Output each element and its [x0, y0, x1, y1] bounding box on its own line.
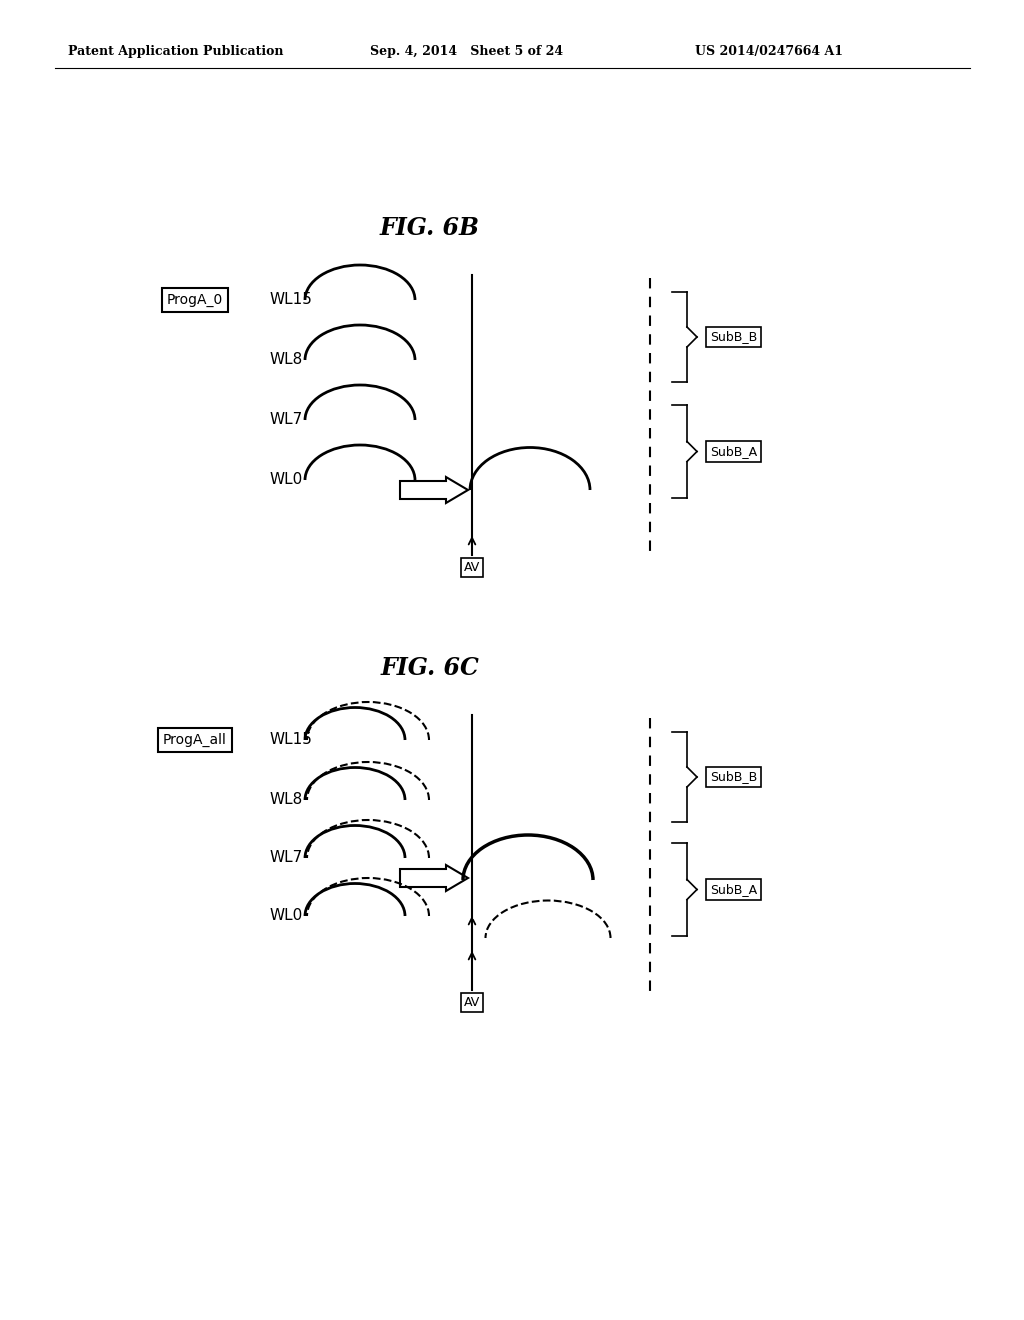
Text: Patent Application Publication: Patent Application Publication [68, 45, 284, 58]
Text: SubB_B: SubB_B [710, 771, 758, 784]
Text: AV: AV [464, 997, 480, 1008]
Text: US 2014/0247664 A1: US 2014/0247664 A1 [695, 45, 843, 58]
Text: Sep. 4, 2014   Sheet 5 of 24: Sep. 4, 2014 Sheet 5 of 24 [370, 45, 563, 58]
Text: FIG. 6C: FIG. 6C [381, 656, 479, 680]
Text: WL7: WL7 [270, 850, 303, 866]
Text: ProgA_all: ProgA_all [163, 733, 227, 747]
Text: WL15: WL15 [270, 293, 313, 308]
Text: WL8: WL8 [270, 792, 303, 808]
Text: SubB_A: SubB_A [710, 445, 757, 458]
Text: WL8: WL8 [270, 352, 303, 367]
Text: WL7: WL7 [270, 412, 303, 428]
Text: SubB_B: SubB_B [710, 330, 758, 343]
Text: SubB_A: SubB_A [710, 883, 757, 896]
Text: WL0: WL0 [270, 473, 303, 487]
Text: WL15: WL15 [270, 733, 313, 747]
Text: AV: AV [464, 561, 480, 574]
Text: ProgA_0: ProgA_0 [167, 293, 223, 308]
Text: FIG. 6B: FIG. 6B [380, 216, 480, 240]
Text: WL0: WL0 [270, 908, 303, 924]
